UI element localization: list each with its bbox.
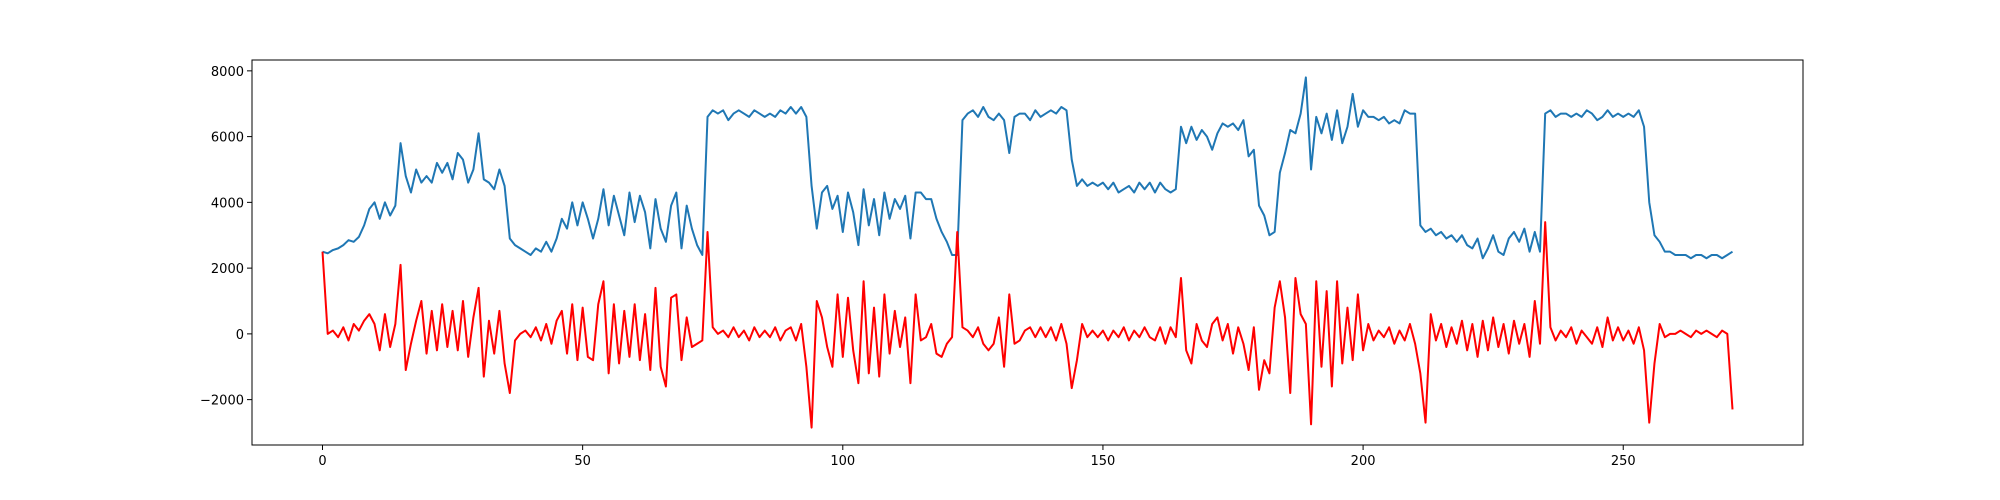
x-tick-label: 50 xyxy=(574,454,591,469)
y-tick-label: 6000 xyxy=(211,131,244,146)
axes-frame xyxy=(251,59,1804,446)
series-line xyxy=(322,76,1734,260)
x-tick-label: 0 xyxy=(318,454,326,469)
y-tick-label: 8000 xyxy=(211,65,244,80)
x-tick-label: 150 xyxy=(1091,454,1116,469)
x-tick-label: 250 xyxy=(1611,454,1636,469)
y-tick-label: 0 xyxy=(236,328,244,343)
y-tick-label: 2000 xyxy=(211,262,244,277)
y-tick-label: 4000 xyxy=(211,196,244,211)
series-line xyxy=(321,221,1734,429)
x-tick-label: 100 xyxy=(830,454,855,469)
y-tick-label: −2000 xyxy=(200,394,244,409)
x-tick-label: 200 xyxy=(1351,454,1376,469)
